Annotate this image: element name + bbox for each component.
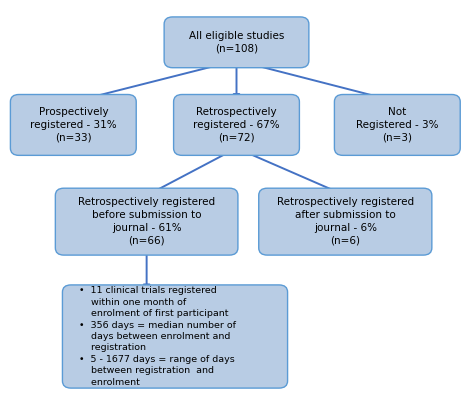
FancyBboxPatch shape <box>62 285 288 388</box>
FancyBboxPatch shape <box>259 188 432 255</box>
FancyBboxPatch shape <box>174 95 299 156</box>
Text: Retrospectively registered
after submission to
journal - 6%
(n=6): Retrospectively registered after submiss… <box>277 197 414 246</box>
Text: Prospectively
registered - 31%
(n=33): Prospectively registered - 31% (n=33) <box>30 107 117 143</box>
Text: •  11 clinical trials registered
    within one month of
    enrolment of first : • 11 clinical trials registered within o… <box>79 286 236 387</box>
Text: Retrospectively
registered - 67%
(n=72): Retrospectively registered - 67% (n=72) <box>193 107 280 143</box>
FancyBboxPatch shape <box>164 17 309 68</box>
Text: Retrospectively registered
before submission to
journal - 61%
(n=66): Retrospectively registered before submis… <box>78 197 215 246</box>
FancyBboxPatch shape <box>334 95 460 156</box>
Text: Not
Registered - 3%
(n=3): Not Registered - 3% (n=3) <box>356 107 438 143</box>
FancyBboxPatch shape <box>10 95 136 156</box>
FancyBboxPatch shape <box>55 188 238 255</box>
Text: All eligible studies
(n=108): All eligible studies (n=108) <box>189 31 284 54</box>
